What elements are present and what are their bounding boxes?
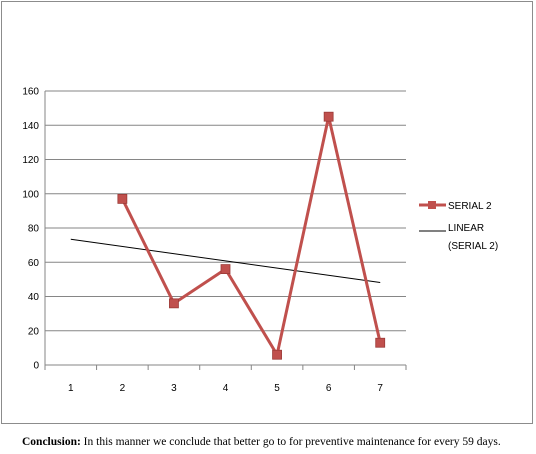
y-tick-label: 40 (28, 292, 40, 303)
y-tick-label: 160 (22, 87, 39, 98)
y-tick-label: 0 (33, 361, 39, 372)
y-tick-label: 140 (22, 121, 39, 132)
y-axis-tick-labels: 0 20 40 60 80 100 120 140 160 (22, 87, 39, 372)
legend-trend-label-1: LINEAR (448, 223, 484, 234)
series-group (117, 111, 386, 360)
grid-lines (45, 90, 406, 366)
trendline-group (70, 238, 381, 283)
x-tick-label: 6 (326, 383, 332, 394)
x-tick-label: 2 (120, 383, 126, 394)
y-tick-label: 120 (22, 155, 39, 166)
x-tick-label: 7 (377, 383, 383, 394)
conclusion-label: Conclusion: (22, 436, 81, 448)
x-tick-label: 3 (171, 383, 177, 394)
data-point (272, 349, 282, 360)
series-line (121, 115, 382, 357)
y-tick-label: 60 (28, 258, 40, 269)
legend: SERIAL 2 LINEAR (SERIAL 2) (419, 201, 498, 252)
x-axis: 1 2 3 4 5 6 7 (44, 91, 407, 394)
x-tick-label: 4 (223, 383, 229, 394)
y-tick-label: 80 (28, 224, 40, 235)
x-tick-label: 5 (274, 383, 280, 394)
y-tick-label: 20 (28, 326, 40, 337)
data-point (323, 111, 334, 122)
line-chart: 0 20 40 60 80 100 120 140 160 1 2 3 4 5 6 7 SERIAL 2 LI… (22, 87, 498, 395)
chart-frame: 0 20 40 60 80 100 120 140 160 1 2 3 4 5 6 7 SERIAL 2 LI… (1, 1, 533, 424)
data-point (169, 298, 179, 309)
data-point (117, 193, 128, 204)
legend-trend-label-2: (SERIAL 2) (448, 241, 498, 252)
data-point (220, 264, 231, 275)
conclusion-body: In this manner we conclude that better g… (80, 436, 501, 448)
conclusion-text: Conclusion: In this manner we conclude t… (22, 436, 532, 448)
legend-series-label: SERIAL 2 (448, 201, 492, 212)
trendline (70, 238, 381, 283)
x-tick-label: 1 (68, 383, 74, 394)
data-point (375, 337, 386, 348)
legend-series-marker (428, 201, 436, 209)
y-tick-label: 100 (22, 189, 39, 200)
